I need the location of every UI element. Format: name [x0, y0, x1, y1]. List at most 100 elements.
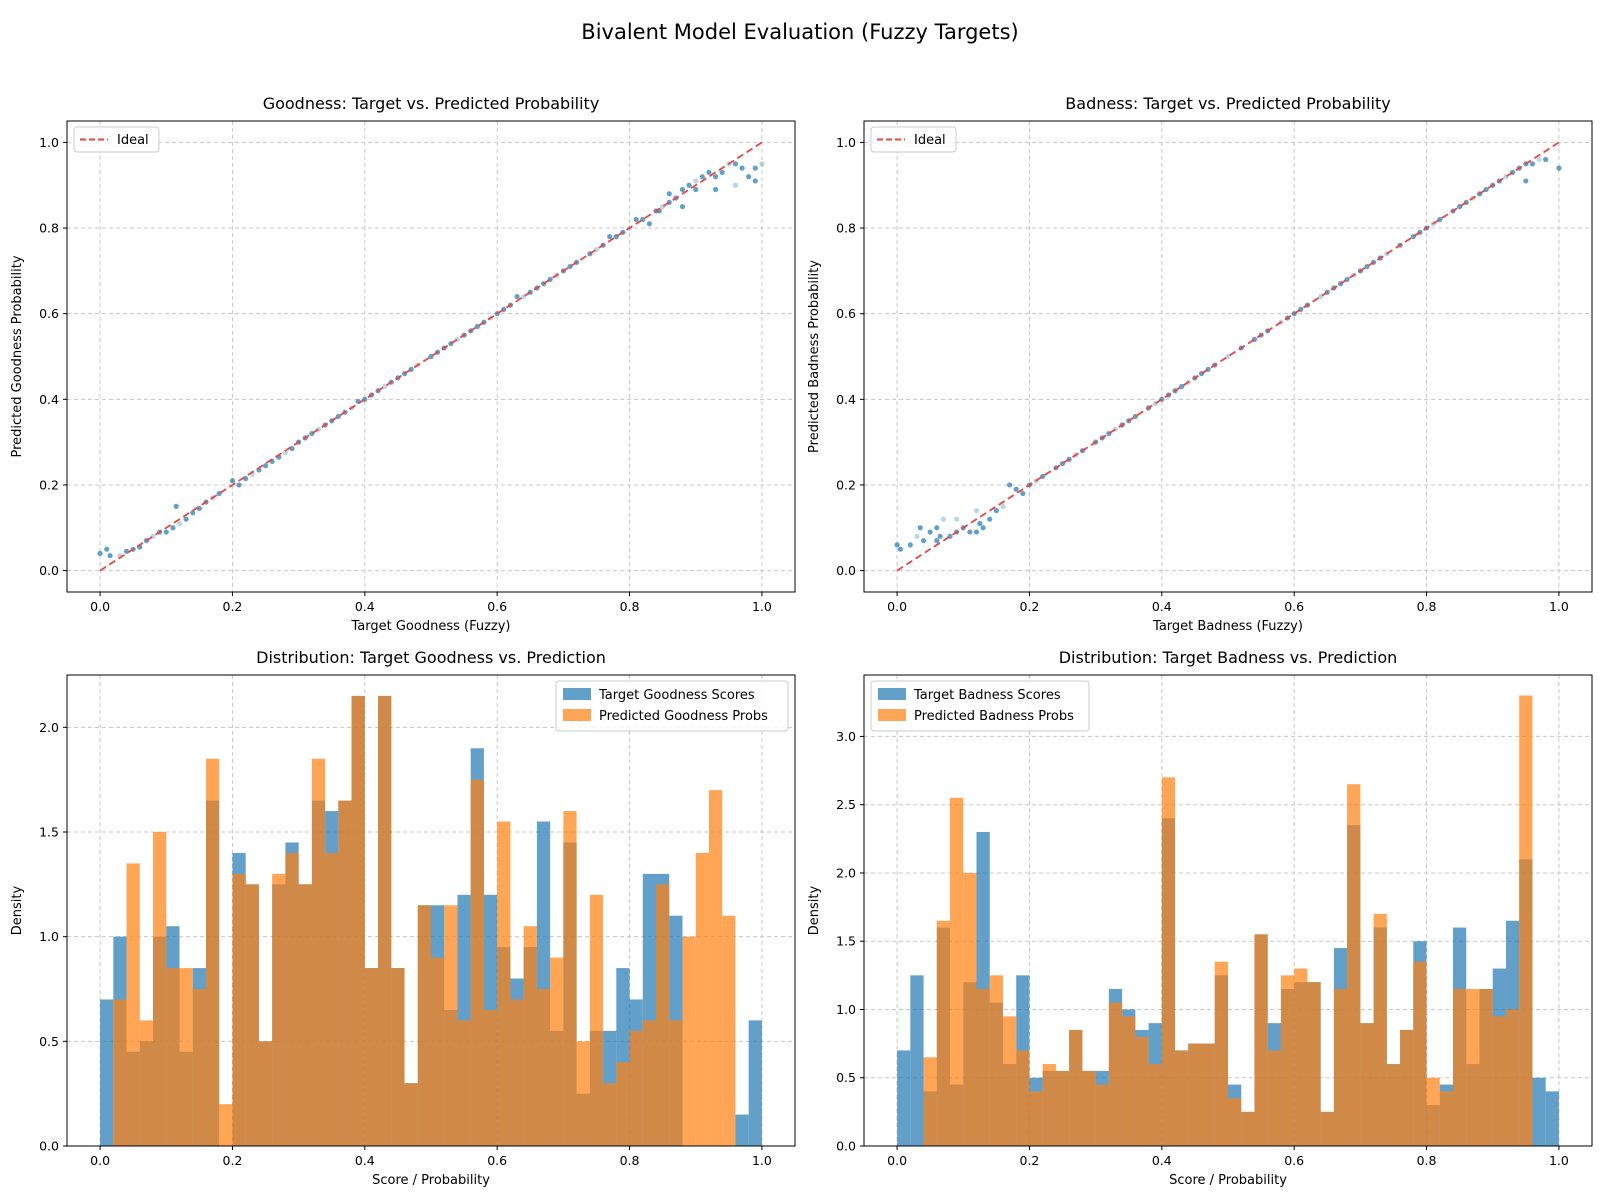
predicted-bar	[1386, 1064, 1401, 1146]
predicted-bar	[245, 884, 259, 1146]
predicted-bar	[338, 800, 352, 1146]
scatter-point	[1543, 156, 1549, 163]
scatter-point	[282, 450, 288, 456]
predicted-bar	[1029, 1091, 1043, 1146]
legend: Ideal	[73, 126, 160, 153]
predicted-bar	[1347, 784, 1361, 1146]
predicted-bar	[153, 832, 167, 1146]
predicted-bar	[126, 863, 140, 1146]
scatter-point	[679, 204, 686, 210]
x-tick-label: 1.0	[1549, 599, 1569, 614]
grid	[67, 121, 795, 592]
plot-title: Distribution: Target Goodness vs. Predic…	[256, 648, 606, 667]
predicted-bar	[603, 1083, 617, 1146]
predicted-bar	[576, 1041, 590, 1146]
scatter-point	[97, 550, 103, 557]
predicted-bar	[669, 1020, 683, 1146]
predicted-bar	[1453, 989, 1467, 1146]
predicted-bar	[1188, 1043, 1202, 1146]
predicted-bar	[1002, 1016, 1017, 1146]
x-tick-label: 0.4	[355, 599, 375, 614]
legend-target-swatch	[563, 688, 591, 700]
scatter-point	[679, 186, 686, 193]
y-tick-label: 3.0	[836, 729, 856, 744]
scatter-point	[752, 178, 758, 184]
x-tick-label: 0.6	[487, 1153, 507, 1168]
axis-ticks: 0.0 0.2 0.4 0.6 0.8 1.0 0.0 0.5 1.0 1.5 2.0	[39, 720, 772, 1168]
x-tick-label: 0.8	[1417, 1153, 1437, 1168]
legend-target-label: Target Badness Scores	[913, 688, 1061, 703]
legend-target-swatch	[878, 688, 906, 700]
predicted-bar	[483, 1009, 498, 1146]
predicted-bar	[1108, 1002, 1123, 1146]
scatter-point	[732, 182, 739, 188]
predicted-bar	[1095, 1084, 1109, 1146]
legend-box	[870, 126, 957, 153]
target-bar	[735, 1114, 749, 1146]
scatter-point	[937, 533, 943, 539]
plot-title: Badness: Target vs. Predicted Probabilit…	[1065, 94, 1390, 113]
x-tick-label: 0.0	[887, 599, 907, 614]
scatter-point	[940, 516, 947, 522]
predicted-bar	[378, 695, 392, 1146]
predicted-bar	[113, 999, 127, 1146]
scatter-point	[699, 174, 705, 180]
predicted-bar	[1254, 934, 1268, 1146]
y-tick-label: 1.5	[39, 825, 59, 840]
predicted-bar	[298, 884, 312, 1146]
scatter-point	[514, 293, 520, 300]
scatter-point	[1529, 161, 1536, 167]
scatter-point	[163, 529, 169, 535]
x-tick-label: 0.4	[1152, 1153, 1172, 1168]
y-tick-label: 0.0	[836, 563, 856, 578]
predicted-bar	[404, 1083, 418, 1146]
x-axis-label: Target Goodness (Fuzzy)	[351, 619, 511, 634]
predicted-bar	[1280, 975, 1295, 1146]
predicted-bar	[989, 975, 1003, 1146]
scatter-point	[262, 463, 269, 469]
scatter-point	[993, 508, 999, 514]
scatter-point	[934, 525, 940, 531]
figure-title: Bivalent Model Evaluation (Fuzzy Targets…	[581, 20, 1018, 44]
x-tick-label: 0.2	[1020, 1153, 1040, 1168]
y-tick-label: 0.5	[836, 1070, 856, 1085]
plot-title: Goodness: Target vs. Predicted Probabili…	[263, 94, 600, 113]
predicted-bar	[536, 989, 551, 1146]
target-bar	[1532, 1077, 1546, 1146]
predicted-bar	[311, 758, 326, 1146]
x-tick-label: 0.2	[223, 599, 243, 614]
x-tick-label: 1.0	[1549, 1153, 1569, 1168]
scatter-point	[927, 529, 933, 535]
legend-predicted-label: Predicted Goodness Probs	[599, 709, 768, 724]
badness-scatter-panel: 0.0 0.2 0.4 0.6 0.8 1.0 0.0 0.2 0.4 0.6 0.8 1.0 Bad…	[807, 94, 1593, 634]
scatter-point	[229, 478, 236, 484]
predicted-bar	[523, 926, 537, 1146]
predicted-bar	[1069, 1029, 1083, 1146]
predicted-bar	[1400, 1029, 1414, 1146]
predicted-bar	[205, 758, 220, 1146]
y-tick-label: 0.0	[39, 563, 59, 578]
y-tick-label: 0.4	[39, 392, 59, 407]
predicted-bar	[391, 968, 405, 1146]
y-tick-label: 2.0	[836, 865, 856, 880]
y-tick-label: 0.8	[39, 221, 59, 236]
scatter-point	[633, 216, 639, 223]
predicted-bar	[1307, 982, 1321, 1146]
scatter-point	[428, 353, 434, 360]
y-tick-label: 0.6	[39, 306, 59, 321]
predicted-bar	[166, 968, 180, 1146]
x-tick-label: 0.2	[223, 1153, 243, 1168]
x-tick-label: 0.0	[90, 1153, 110, 1168]
predicted-bar	[722, 915, 736, 1146]
target-bar	[1545, 1091, 1559, 1146]
predicted-bar	[192, 989, 206, 1146]
predicted-bar	[139, 1020, 154, 1146]
scatter-point	[897, 546, 904, 552]
predicted-bar	[616, 1062, 630, 1146]
scatter-point	[693, 178, 699, 184]
scatter-point	[289, 445, 295, 452]
predicted-bar	[976, 989, 990, 1146]
scatter-point	[646, 221, 653, 227]
scatter-point	[973, 529, 980, 535]
predicted-bar	[1135, 1036, 1149, 1146]
